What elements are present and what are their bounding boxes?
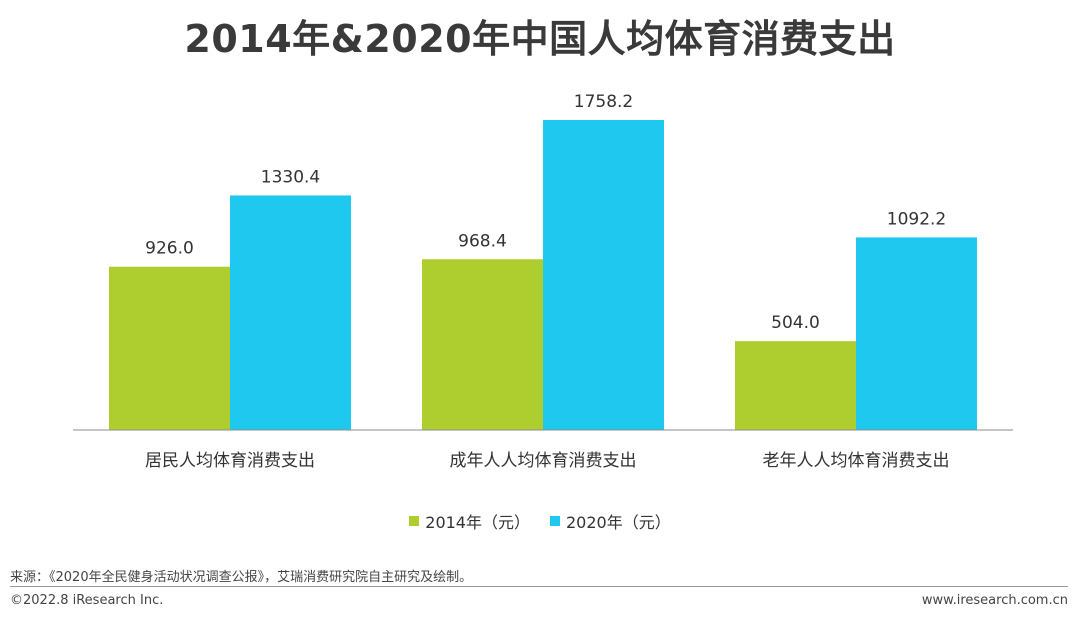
website-link[interactable]: www.iresearch.com.cn: [921, 593, 1068, 608]
data-label-2020-0: 1330.4: [261, 167, 320, 187]
bar-2020-1: [543, 120, 664, 430]
bar-2020-0: [230, 195, 351, 430]
bar-chart: 926.0 1330.4 居民人均体育消费支出 968.4 1758.2 成年人人均体育消…: [73, 92, 1013, 471]
legend-label-2014: 2014年（元）: [425, 513, 530, 532]
data-label-2020-1: 1758.2: [574, 92, 633, 112]
legend: 2014年（元） 2020年（元）: [0, 509, 1080, 533]
data-label-2014-2: 504.0: [771, 313, 820, 333]
source-note: 来源：《2020年全民健身活动状况调查公报》，艾瑞消费研究院自主研究及绘制。: [10, 570, 473, 585]
footer-divider: [10, 586, 1068, 587]
bar-2014-2: [735, 341, 856, 430]
bar-2014-0: [109, 266, 230, 430]
bar-2020-2: [856, 237, 977, 430]
legend-item-2020: 2020年（元）: [550, 509, 671, 533]
legend-item-2014: 2014年（元）: [409, 509, 530, 533]
data-label-2020-2: 1092.2: [887, 209, 946, 229]
data-label-2014-1: 968.4: [458, 231, 507, 251]
x-tick-label: 成年人人均体育消费支出: [450, 451, 637, 471]
bar-2014-1: [422, 259, 543, 430]
chart-title: 2014年&2020年中国人均体育消费支出: [184, 17, 896, 61]
legend-swatch-2020: [550, 516, 560, 526]
legend-swatch-2014: [409, 516, 420, 526]
copyright: ©2022.8 iResearch Inc.: [10, 593, 164, 608]
legend-label-2020: 2020年（元）: [566, 513, 671, 532]
data-label-2014-0: 926.0: [145, 239, 194, 259]
x-tick-label: 老年人人均体育消费支出: [763, 451, 950, 471]
x-tick-label: 居民人均体育消费支出: [145, 451, 315, 471]
